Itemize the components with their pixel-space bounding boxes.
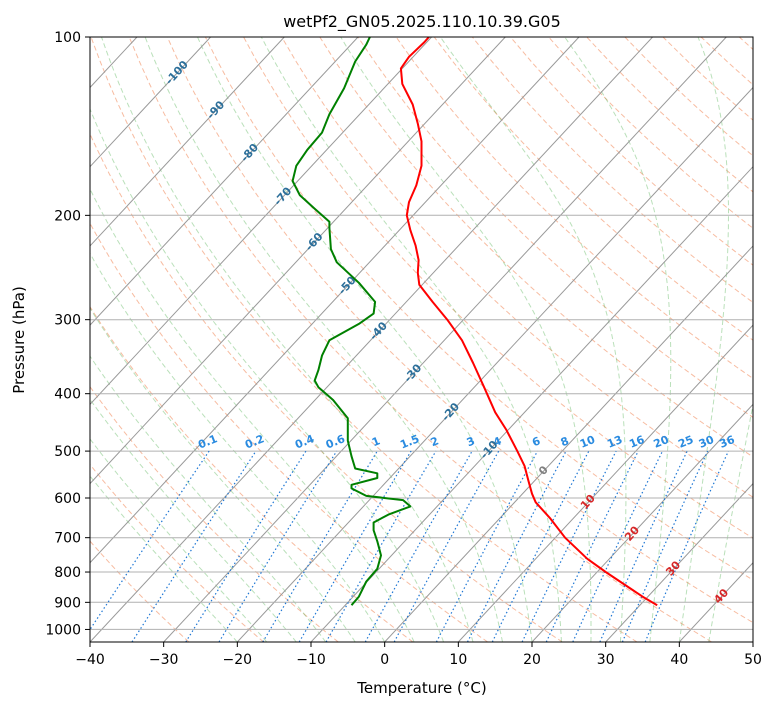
isotherm-line	[236, 86, 753, 642]
moist-adiabat-line	[144, 37, 503, 642]
dry-adiabat-line	[90, 37, 638, 642]
background-lines	[90, 37, 753, 642]
isotherm-line	[531, 403, 753, 642]
dry-adiabat-line	[357, 37, 753, 418]
x-tick-label: 50	[744, 652, 762, 668]
isotherm-line	[90, 37, 359, 326]
mixing-ratio-label: 13	[605, 433, 624, 451]
x-tick-label: 10	[449, 652, 467, 668]
mixing-ratio-label: 36	[718, 433, 737, 451]
dry-adiabat-line	[90, 132, 563, 642]
moist-adiabat-line	[340, 37, 592, 642]
plot-frame	[89, 36, 754, 643]
mixing-ratio-label: 10	[578, 433, 597, 451]
y-tick-label: 300	[54, 313, 81, 329]
moist-adiabat-line	[90, 355, 327, 642]
dry-adiabat-line	[471, 37, 753, 304]
dry-adiabat-line	[204, 37, 753, 581]
moist-adiabat-line	[708, 402, 753, 642]
x-tick-label: −20	[223, 652, 253, 668]
isotherm-line	[457, 324, 753, 642]
mixing-ratio-label: 25	[676, 433, 695, 451]
y-tick-label: 100	[54, 30, 81, 46]
x-axis-label: Temperature (°C)	[356, 679, 486, 697]
y-tick-label: 700	[54, 531, 81, 547]
x-tick-label: 30	[597, 652, 615, 668]
profile-lines	[291, 37, 658, 607]
mixing-ratio-label: 1	[370, 434, 382, 449]
dewpoint-line	[291, 37, 412, 606]
moist-adiabat-line	[90, 438, 268, 642]
x-ticks: −40 −30 −20 −10 0 10 20 30 40 50	[75, 642, 762, 668]
mixing-ratio-line	[218, 450, 338, 642]
moist-adiabat-line	[260, 37, 562, 642]
moist-adiabat-line	[439, 37, 627, 642]
dry-adiabat-line	[128, 37, 712, 642]
x-tick-label: 20	[523, 652, 541, 668]
x-tick-label: −10	[296, 652, 326, 668]
mixing-ratio-label: 2	[429, 434, 441, 449]
moist-adiabat-line	[90, 475, 238, 642]
mixing-ratio-label: 30	[697, 433, 716, 451]
isotherm-line	[384, 245, 753, 642]
mixing-ratio-line	[644, 450, 729, 642]
temperature-line	[399, 37, 658, 607]
isotherm-line	[605, 482, 753, 642]
x-tick-label: −40	[75, 652, 105, 668]
dry-adiabat-line	[90, 222, 488, 642]
dry-adiabat-line	[433, 37, 753, 341]
mixing-ratio-label: 20	[652, 433, 671, 451]
mixing-ratio-line	[393, 450, 500, 642]
mixing-ratio-line	[90, 450, 210, 631]
mixing-ratio-line	[621, 450, 709, 642]
mixing-ratio-line	[364, 450, 473, 642]
moist-adiabat-line	[678, 37, 729, 642]
x-tick-label: 40	[670, 652, 688, 668]
y-tick-label: 500	[54, 444, 81, 460]
y-tick-label: 900	[54, 595, 81, 611]
isotherm-line	[752, 641, 753, 642]
y-axis-label: Pressure (hPa)	[10, 286, 28, 394]
y-tick-label: 400	[54, 387, 81, 403]
isotherm-line	[90, 37, 432, 406]
isotherm-line	[163, 37, 727, 642]
mixing-ratio-line	[185, 450, 307, 642]
moist-adiabat-line	[90, 307, 356, 642]
isotherm-line	[90, 37, 506, 485]
x-tick-label: −30	[149, 652, 179, 668]
mixing-ratio-line	[435, 450, 539, 642]
mixing-ratio-label: 16	[627, 433, 646, 451]
moist-adiabat-line	[564, 37, 672, 642]
isotherm-line	[90, 37, 285, 247]
y-ticks: 100 200 300 400 500 600 700 800 900 1000	[45, 30, 90, 638]
x-tick-label: 0	[380, 652, 389, 668]
isotherm-line	[90, 37, 211, 168]
mixing-ratio-line	[491, 450, 590, 642]
dry-adiabat-line	[90, 463, 264, 642]
y-tick-label: 1000	[45, 622, 81, 638]
dry-adiabat-line	[281, 37, 753, 498]
moist-adiabat-line	[101, 37, 474, 642]
y-tick-label: 600	[54, 491, 81, 507]
mixing-ratio-line	[131, 450, 257, 642]
isotherm-line	[310, 165, 753, 642]
y-tick-label: 200	[54, 208, 81, 224]
dry-adiabat-line	[90, 540, 190, 642]
mixing-ratio-label: 3	[465, 434, 477, 449]
chart-title: wetPf2_GN05.2025.110.10.39.G05	[283, 12, 561, 32]
isotherm-line	[90, 37, 580, 564]
dry-adiabat-line	[243, 37, 753, 539]
moist-adiabat-line	[90, 252, 386, 642]
isotherm-line	[90, 37, 653, 642]
mixing-ratio-line	[521, 450, 617, 642]
dry-adiabat-line	[166, 37, 753, 624]
y-tick-label: 800	[54, 565, 81, 581]
moist-adiabat-line	[197, 37, 533, 642]
mixing-ratio-label: 8	[559, 434, 571, 449]
